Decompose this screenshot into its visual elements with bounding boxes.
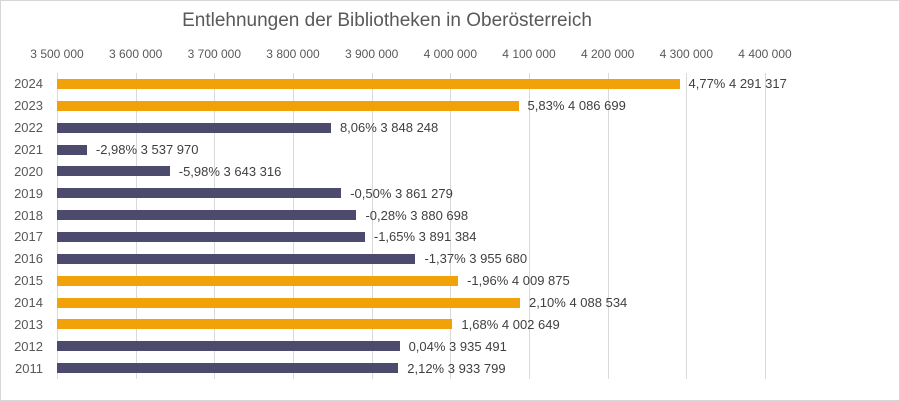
x-axis-tick-label: 3 800 000 [266,47,320,61]
bar-row: 2015 -1,96% 4 009 875 [14,270,765,292]
gridline [607,73,609,379]
bar-data-label: 1,68% 4 002 649 [461,316,560,332]
bar-data-label: -1,37% 3 955 680 [424,251,528,267]
bar-row: 2024 4,77% 4 291 317 [14,73,787,95]
bar-row: 2018 -0,28% 3 880 698 [14,204,765,226]
year-label: 2013 [14,316,43,332]
year-label: 2015 [14,273,43,289]
chart-title: Entlehnungen der Bibliotheken in Oberöst… [182,10,592,31]
gridline [135,73,137,379]
bar-2017 [57,231,365,242]
bar-data-label: -0,28% 3 880 698 [365,207,469,223]
year-label: 2022 [14,120,43,136]
bar-data-label: 0,04% 3 935 491 [408,338,507,354]
bar-2022 [57,122,331,133]
gridline [214,73,216,379]
x-axis-tick-label: 4 400 000 [738,47,792,61]
bar-data-label: 5,83% 4 086 699 [527,98,626,114]
bar-row: 2021 -2,98% 3 537 970 [14,139,765,161]
bar-row: 2023 5,83% 4 086 699 [14,95,765,117]
bar-2015 [57,275,459,286]
gridline [529,73,530,379]
year-label: 2024 [14,76,43,92]
x-axis-tick-label: 4 100 000 [502,47,556,61]
bar-data-label: -5,98% 3 643 316 [178,163,282,179]
bar-data-label: -2,98% 3 537 970 [95,142,199,157]
bar-row: 2012 0,04% 3 935 491 [14,335,765,357]
bar-2016 [57,253,416,264]
gridline [57,73,58,379]
bar-row: 2014 2,10% 4 088 534 [14,292,765,314]
bar-2019 [57,188,342,199]
bar-data-label: -0,50% 3 861 279 [350,185,453,201]
gridline [450,73,452,379]
gridline [293,73,294,379]
gridline [765,73,766,379]
bar-data-label: -1,65% 3 891 384 [373,229,477,245]
year-label: 2017 [14,229,43,245]
bar-2011 [57,363,399,374]
x-axis: 3 500 000 3 600 000 3 700 000 3 800 000 3 90… [1,47,899,63]
bar-rows: 2024 4,77% 4 291 317 2023 5,83% 4 086 699 20… [14,73,787,379]
year-label: 2016 [14,251,43,267]
bar-data-label: 2,12% 3 933 799 [407,360,506,376]
bar-row: 2017 -1,65% 3 891 384 [14,226,765,248]
year-label: 2014 [14,295,43,311]
bar-2012 [57,341,400,352]
year-label: 2021 [14,142,43,157]
bar-data-label: -1,96% 4 009 875 [467,273,570,289]
bar-row: 2019 -0,50% 3 861 279 [14,182,765,204]
bar-2018 [57,210,357,221]
bar-2024 [57,78,680,89]
x-axis-tick-label: 4 200 000 [580,47,635,61]
bar-row: 2022 8,06% 3 848 248 [14,117,765,139]
bar-row: 2016 -1,37% 3 955 680 [14,248,765,270]
bar-data-label: 8,06% 3 848 248 [339,120,439,136]
bar-row: 2020 -5,98% 3 643 316 [14,160,765,182]
bar-row: 2013 1,68% 4 002 649 [14,313,765,335]
x-axis-tick-label: 3 500 000 [30,47,84,61]
bar-2020 [57,166,170,177]
x-axis-tick-label: 3 900 000 [344,47,399,61]
x-axis-tick-label: 3 600 000 [108,47,163,61]
gridline [686,73,688,379]
year-label: 2020 [14,163,43,179]
year-label: 2011 [15,360,43,376]
gridline [371,73,373,379]
bar-2014 [57,297,520,308]
plot-area: 2024 4,77% 4 291 317 2023 5,83% 4 086 699 20… [14,73,787,379]
x-axis-tick-label: 4 000 000 [423,47,478,61]
bar-2013 [57,319,453,330]
x-axis-tick-label: 3 700 000 [187,47,242,61]
bar-data-label: 2,10% 4 088 534 [528,295,628,311]
x-axis-tick-label: 4 300 000 [659,47,714,61]
bar-2023 [57,100,519,111]
bar-2021 [57,144,87,155]
year-label: 2023 [14,98,43,114]
year-label: 2012 [14,338,43,354]
year-label: 2018 [14,207,43,223]
bar-row: 2011 2,12% 3 933 799 [15,357,765,379]
year-label: 2019 [14,185,43,201]
bar-data-label: 4,77% 4 291 317 [688,76,787,92]
